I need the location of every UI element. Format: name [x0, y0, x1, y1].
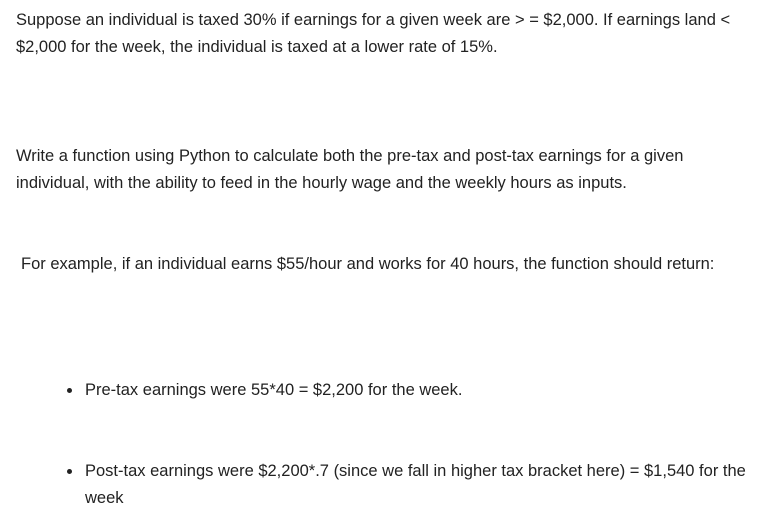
- list-item-post-tax: Post-tax earnings were $2,200*.7 (since …: [67, 458, 763, 512]
- example-paragraph: For example, if an individual earns $55/…: [21, 255, 715, 273]
- list-item-pre-tax: Pre-tax earnings were 55*40 = $2,200 for…: [67, 377, 763, 404]
- tax-rule-paragraph: Suppose an individual is taxed 30% if ea…: [16, 11, 731, 56]
- task-paragraph: Write a function using Python to calcula…: [16, 147, 684, 192]
